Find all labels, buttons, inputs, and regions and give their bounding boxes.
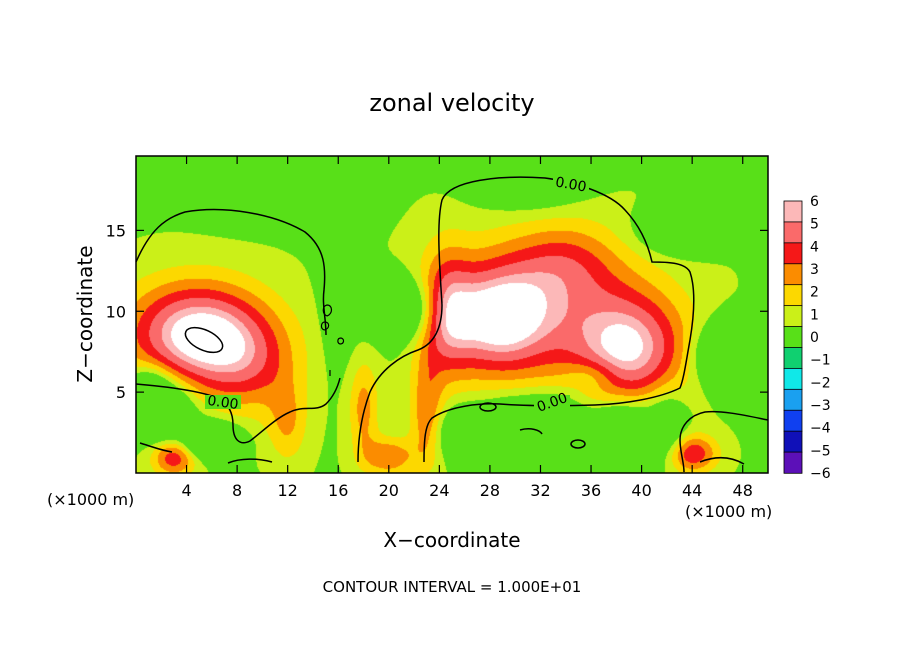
small-contour-36	[570, 439, 586, 449]
colorbar-swatch	[783, 284, 803, 307]
colorbar-swatch	[783, 367, 803, 391]
plot-frame	[135, 155, 769, 474]
colorbar-label: −5	[810, 443, 831, 459]
colorbar: 6 5 4 3 2 1 0 −1 −2 −3 −4 −5 −6	[783, 194, 831, 482]
y-tick-label: 10	[106, 302, 126, 321]
x-tick-label: 40	[631, 481, 651, 500]
x-tick-label: 24	[429, 481, 449, 500]
zero-contour-right	[679, 410, 769, 473]
small-contour-25	[479, 402, 497, 412]
colorbar-swatch	[783, 200, 803, 223]
y-axis-ticks: 5 10 15	[106, 221, 768, 402]
x-tick-label: 28	[480, 481, 500, 500]
inner-contour-left	[184, 326, 224, 354]
colorbar-label: 5	[810, 217, 819, 233]
chart-title: zonal velocity	[369, 89, 534, 117]
x-tick-label: 12	[278, 481, 298, 500]
colorbar-label: 6	[810, 194, 819, 210]
colorbar-swatch	[783, 451, 803, 474]
x-tick-label: 20	[379, 481, 399, 500]
x-tick-label: 16	[328, 481, 348, 500]
colorbar-swatch	[783, 347, 803, 370]
plot-area: 0.00 0.00 0.00 4 8 12 16 20 24 28 32 36 40 44 48 51…	[106, 155, 769, 500]
x-tick-label: 44	[682, 481, 702, 500]
bottom-contours	[139, 428, 745, 465]
colorbar-swatch	[783, 242, 803, 265]
contour-interval-footer: CONTOUR INTERVAL = 1.000E+01	[323, 578, 582, 596]
x-tick-label: 48	[733, 481, 753, 500]
colorbar-label: 0	[810, 330, 819, 346]
colorbar-label: −4	[810, 421, 831, 437]
contour-label-0: 0.00	[554, 174, 587, 195]
colorbar-label: −2	[810, 375, 831, 391]
x-axis-label: X−coordinate	[383, 528, 520, 552]
colorbar-swatch	[783, 409, 803, 432]
colorbar-label: −6	[810, 466, 831, 482]
colorbar-label: −1	[810, 353, 831, 369]
colorbar-swatch	[783, 305, 803, 328]
x-tick-label: 36	[581, 481, 601, 500]
colorbar-label: 2	[810, 285, 819, 301]
y-tick-label: 15	[106, 221, 126, 240]
x-unit-left: (×1000 m)	[47, 490, 134, 509]
x-tick-label: 4	[181, 481, 191, 500]
x-tick-label: 8	[232, 481, 242, 500]
heatmap-field	[136, 156, 768, 473]
colorbar-label: 3	[810, 262, 819, 278]
contour-labels: 0.00 0.00 0.00	[205, 174, 589, 416]
colorbar-label: 1	[810, 307, 819, 323]
colorbar-swatch	[783, 430, 803, 453]
x-tick-label: 32	[530, 481, 550, 500]
colorbar-label: 4	[810, 239, 819, 255]
contour-dots	[320, 304, 345, 376]
x-unit-right: (×1000 m)	[685, 502, 772, 521]
colorbar-swatch	[783, 263, 803, 286]
colorbar-label: −3	[810, 398, 831, 414]
x-axis-ticks: 4 8 12 16 20 24 28 32 36 40 44 48	[181, 156, 753, 500]
colorbar-swatch	[783, 326, 803, 349]
contour-label-1: 0.00	[206, 393, 239, 413]
y-axis-label: Z−coordinate	[73, 245, 97, 382]
y-tick-label: 5	[116, 383, 126, 402]
colorbar-swatch	[783, 388, 803, 411]
colorbar-swatches	[783, 200, 803, 474]
colorbar-labels: 6 5 4 3 2 1 0 −1 −2 −3 −4 −5 −6	[810, 194, 831, 482]
colorbar-swatch	[783, 221, 803, 244]
